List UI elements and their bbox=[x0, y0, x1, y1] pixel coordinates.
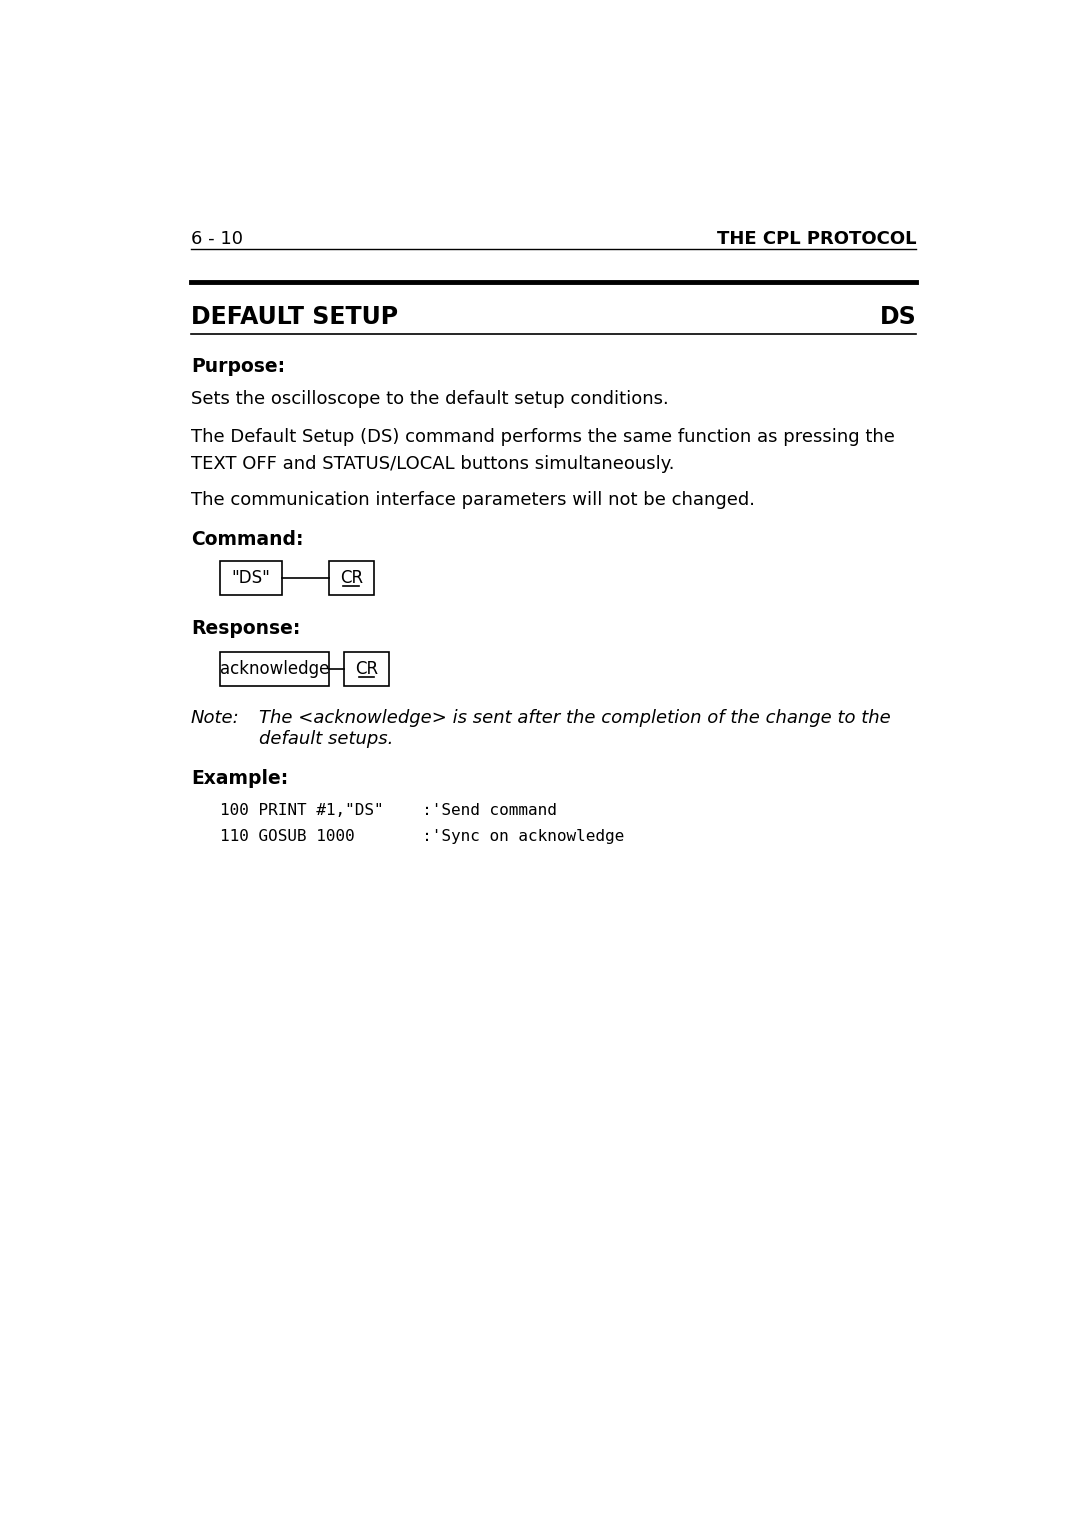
Bar bbox=[220, 651, 328, 685]
Text: Note:: Note: bbox=[191, 708, 240, 726]
Bar bbox=[328, 561, 374, 595]
Text: acknowledge: acknowledge bbox=[220, 659, 329, 677]
Text: 6 - 10: 6 - 10 bbox=[191, 229, 243, 248]
Bar bbox=[345, 651, 389, 685]
Text: Purpose:: Purpose: bbox=[191, 356, 285, 376]
Text: 100 PRINT #1,"DS"    :'Send command: 100 PRINT #1,"DS" :'Send command bbox=[220, 803, 557, 818]
Text: Command:: Command: bbox=[191, 531, 303, 549]
Text: DEFAULT SETUP: DEFAULT SETUP bbox=[191, 306, 397, 329]
Text: The communication interface parameters will not be changed.: The communication interface parameters w… bbox=[191, 491, 755, 509]
Text: Response:: Response: bbox=[191, 619, 300, 638]
Text: The <acknowledge> is sent after the completion of the change to the: The <acknowledge> is sent after the comp… bbox=[259, 708, 891, 726]
Text: Example:: Example: bbox=[191, 769, 288, 787]
Text: CR: CR bbox=[340, 569, 363, 587]
Text: CR: CR bbox=[355, 659, 378, 677]
Bar bbox=[220, 561, 282, 595]
Text: "DS": "DS" bbox=[232, 569, 271, 587]
Text: THE CPL PROTOCOL: THE CPL PROTOCOL bbox=[717, 229, 916, 248]
Text: The Default Setup (DS) command performs the same function as pressing the
TEXT O: The Default Setup (DS) command performs … bbox=[191, 428, 894, 474]
Text: 110 GOSUB 1000       :'Sync on acknowledge: 110 GOSUB 1000 :'Sync on acknowledge bbox=[220, 829, 624, 844]
Text: DS: DS bbox=[879, 306, 916, 329]
Text: Sets the oscilloscope to the default setup conditions.: Sets the oscilloscope to the default set… bbox=[191, 390, 669, 408]
Text: default setups.: default setups. bbox=[259, 731, 393, 748]
